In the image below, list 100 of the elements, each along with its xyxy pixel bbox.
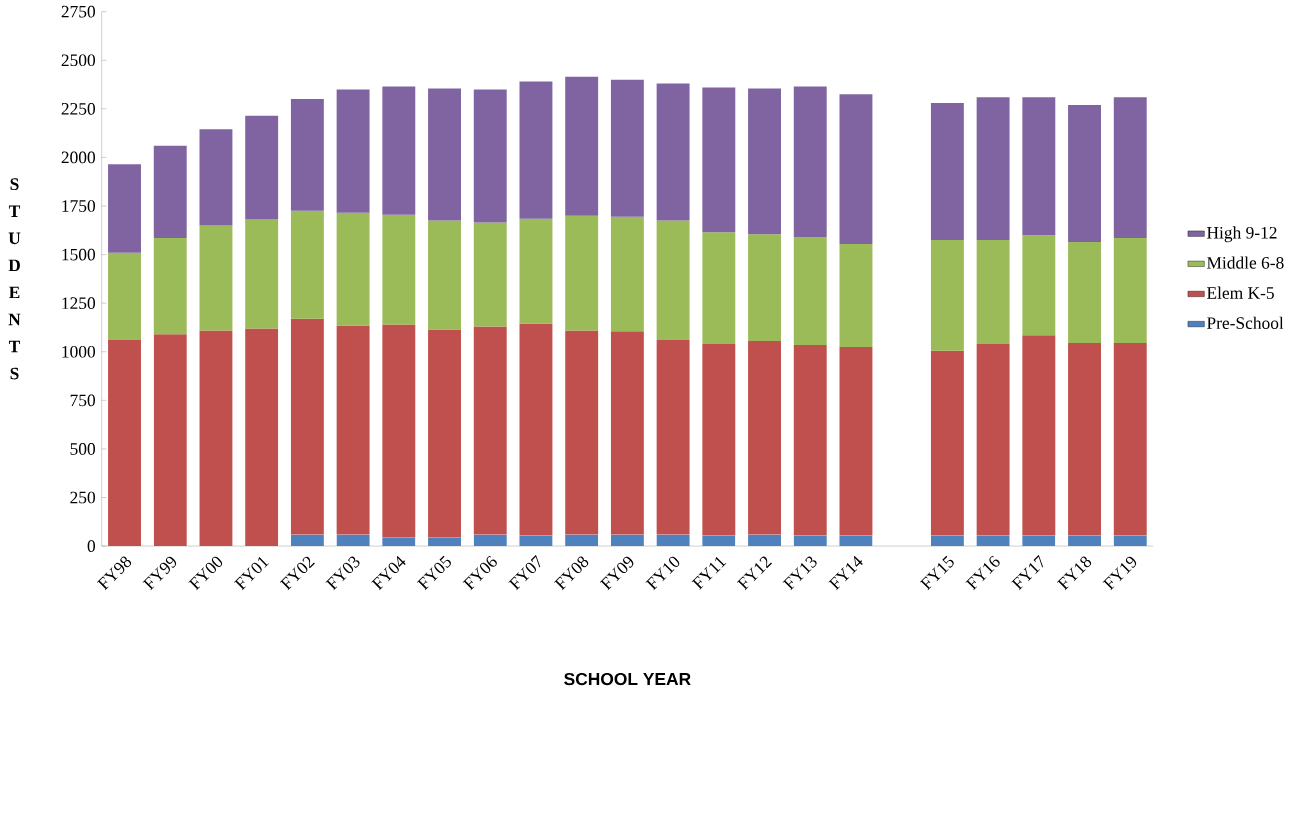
bar [199,330,233,547]
bar [793,535,827,547]
bar [519,535,553,547]
bar [473,534,507,547]
legend-label: High 9-12 [1206,226,1277,243]
bar [1068,535,1101,547]
bar [748,234,781,342]
bar [473,326,507,535]
bar [473,222,507,327]
bar [702,232,736,345]
legend-label: Elem K-5 [1206,286,1274,299]
y-tick-label: 0 [87,540,96,553]
bar [336,534,370,547]
bar [108,340,141,547]
bar [839,535,873,547]
bar [519,81,553,219]
bar [1113,343,1147,536]
bar [976,535,1010,547]
bar [565,215,599,331]
bar [199,129,233,226]
bar [565,76,599,216]
legend-label: Middle 6-8 [1206,256,1284,269]
bar [610,79,644,217]
bar [382,324,416,538]
y-tick-label: 1500 [62,248,96,261]
y-tick-label: 1750 [62,200,96,212]
bar [702,535,736,547]
bar [930,240,964,351]
bar [290,210,324,319]
y-tick-label: 250 [70,491,96,504]
bar [428,220,461,330]
bar [245,115,279,220]
bar [656,534,690,547]
bar [336,212,370,326]
bar [382,214,416,325]
y-tick-label: 2250 [61,103,96,115]
bar [428,537,461,547]
bar [290,99,324,211]
bar [108,252,141,341]
y-tick-label: 500 [70,443,96,455]
bar [976,240,1010,345]
bar [519,323,553,536]
bar [976,97,1010,241]
bar [793,86,827,238]
y-tick-label: 1000 [62,346,96,358]
bar [1068,105,1101,243]
bar [1113,238,1147,344]
bar [565,534,599,547]
bar [610,534,644,547]
bar [839,347,873,536]
bar [793,345,827,536]
bar [839,94,873,245]
bar [930,350,964,536]
bar [428,88,461,221]
bar [930,103,964,241]
bar [839,244,873,347]
bar [290,534,324,547]
legend-label: Pre-School [1206,316,1284,330]
y-axis-title: S T U D E N T S [8,178,21,380]
bar [610,216,644,332]
bar [245,328,279,547]
bar [153,334,187,547]
bar [519,218,553,324]
bar [1113,97,1147,239]
bar [748,88,781,235]
bar [1022,535,1056,547]
bar [199,225,233,331]
bar [656,340,690,535]
bar [1113,535,1147,547]
bar [336,89,370,213]
bar [290,318,324,535]
bar [702,87,736,233]
bar [1022,335,1056,536]
bar [976,344,1010,536]
y-tick-label: 2750 [61,5,96,18]
bar [382,537,416,547]
bar [748,341,781,535]
y-tick-label: 2000 [61,151,96,164]
y-tick-label: 2500 [61,54,96,67]
bar [656,83,690,221]
bar [1022,235,1056,336]
bar [245,219,279,329]
bar [565,330,599,535]
bar [382,86,416,215]
bar [1068,343,1101,536]
x-axis-title: SCHOOL YEAR [564,673,691,686]
bar [473,89,507,223]
bar [153,145,187,239]
bar [336,325,370,535]
bar [656,220,690,341]
bar [748,534,781,547]
bar [1068,242,1101,344]
bar [610,331,644,535]
y-tick-label: 1250 [62,297,96,310]
bar [930,535,964,547]
bar [428,329,461,538]
y-tick-label: 750 [70,394,96,407]
bar [702,344,736,536]
bar [108,164,141,253]
bar [793,237,827,346]
